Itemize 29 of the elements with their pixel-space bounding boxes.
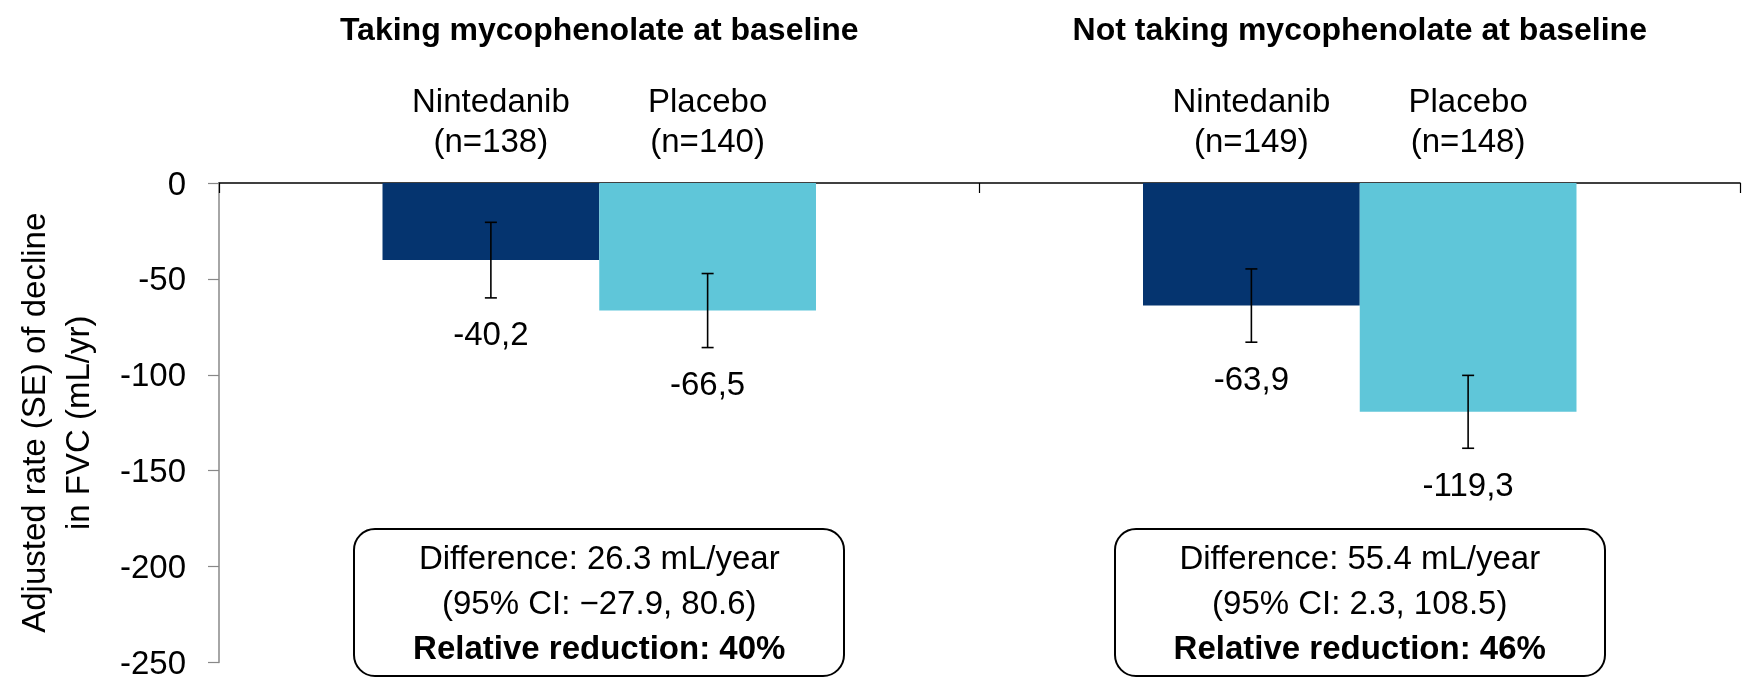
y-axis-title: Adjusted rate (SE) of decline in FVC (mL/yr) <box>14 212 96 633</box>
annotation: (95% CI: 2.3, 108.5) <box>1212 583 1508 623</box>
annotation: Difference: 55.4 mL/year <box>1179 538 1541 578</box>
series-label: Placebo <box>647 82 768 119</box>
y-tick-label: -50 <box>138 260 186 298</box>
annotation: (n=148) <box>1410 121 1526 159</box>
annotation: Difference: 26.3 mL/year <box>418 538 780 578</box>
annotation: Relative reduction: 40% <box>413 628 786 668</box>
annotation: (n=138) <box>433 121 549 159</box>
x-tick-label: Taking mycophenolate at baseline <box>339 11 859 47</box>
data-label: -40,2 <box>453 315 529 353</box>
x-tick-label: Not taking mycophenolate at baseline <box>1072 11 1647 47</box>
annotation: (95% CI: −27.9, 80.6) <box>441 583 757 623</box>
y-tick-label: 0 <box>167 164 186 202</box>
annotation: Relative reduction: 46% <box>1173 628 1546 668</box>
text: Nintedanib <box>1172 82 1331 119</box>
y-tick-label: -150 <box>119 452 186 490</box>
data-label: -66,5 <box>670 365 746 403</box>
y-tick-label: -100 <box>119 356 186 394</box>
note-box: Difference: 26.3 mL/year (95% CI: −27.9, 80.6) Relative reduction: 40% <box>353 528 846 677</box>
text: Placebo <box>1408 82 1528 119</box>
annotation: (n=149) <box>1194 121 1309 159</box>
y-tick-label: -200 <box>119 548 186 586</box>
data-label: -119,3 <box>1422 465 1514 503</box>
note-box: Difference: 55.4 mL/year (95% CI: 2.3, 108.5) Relative reduction: 46% <box>1113 528 1606 677</box>
series-label: Nintedanib <box>411 82 570 119</box>
data-label: -63,9 <box>1213 359 1289 397</box>
y-tick-label: -250 <box>119 644 186 679</box>
annotation: (n=140) <box>650 121 765 159</box>
